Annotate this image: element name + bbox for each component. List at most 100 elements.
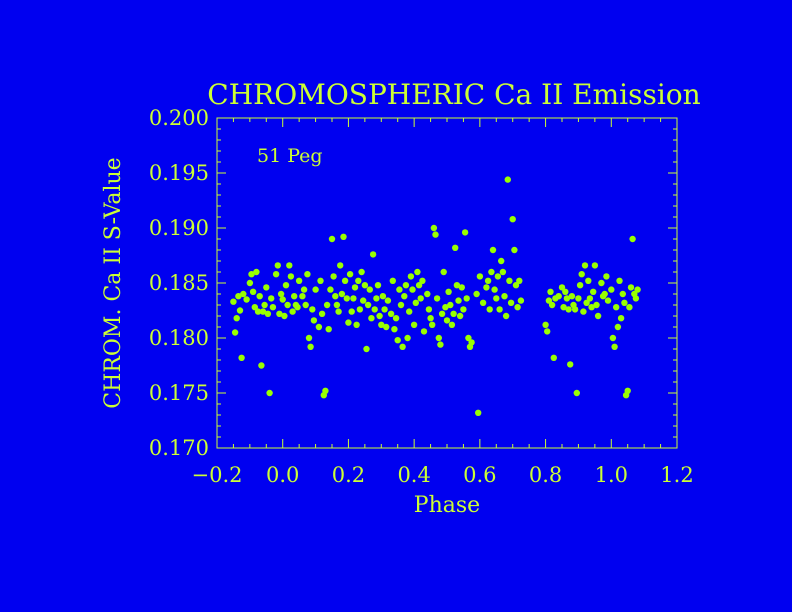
- data-point: [335, 308, 342, 315]
- data-point: [325, 326, 332, 333]
- data-point: [514, 304, 521, 311]
- data-point: [397, 301, 405, 309]
- data-point: [318, 310, 326, 317]
- data-point: [383, 323, 390, 331]
- data-point: [294, 304, 301, 311]
- data-point: [588, 304, 595, 311]
- data-point: [581, 262, 589, 269]
- data-point: [483, 284, 490, 291]
- data-point: [333, 301, 341, 309]
- data-point: [562, 288, 569, 295]
- data-point: [425, 306, 433, 313]
- chart-title: CHROMOSPHERIC Ca II Emission: [207, 78, 700, 111]
- data-point: [424, 290, 431, 298]
- x-axis-label: Phase: [414, 493, 480, 518]
- data-point: [348, 308, 355, 315]
- x-tick-label: 0.0: [266, 463, 299, 487]
- data-point: [420, 328, 428, 335]
- y-tick-label: 0.185: [149, 271, 209, 295]
- data-point: [502, 312, 510, 320]
- data-point: [233, 315, 240, 322]
- x-tick-label: −0.2: [192, 463, 243, 487]
- y-tick-label: 0.195: [149, 161, 209, 185]
- y-tick-label: 0.190: [149, 216, 209, 240]
- data-point: [442, 304, 449, 311]
- data-point: [360, 297, 367, 304]
- data-point: [363, 345, 370, 353]
- data-point: [366, 286, 373, 293]
- data-point: [624, 387, 631, 394]
- data-point: [488, 268, 495, 276]
- data-point: [341, 277, 349, 284]
- data-point: [371, 306, 378, 313]
- data-point: [427, 315, 434, 322]
- data-point: [402, 282, 410, 289]
- data-point: [455, 297, 462, 304]
- data-point: [323, 301, 331, 309]
- data-point: [430, 224, 438, 232]
- data-point: [351, 284, 359, 291]
- data-point: [310, 317, 318, 324]
- data-point: [345, 319, 352, 326]
- data-point: [231, 329, 239, 336]
- data-point: [256, 293, 263, 300]
- data-point: [558, 284, 566, 291]
- data-point: [435, 334, 442, 342]
- data-point: [330, 273, 337, 280]
- x-tick-label: 1.2: [660, 463, 693, 487]
- data-point: [299, 293, 306, 300]
- data-point: [465, 334, 472, 342]
- data-point: [387, 310, 395, 317]
- data-point: [235, 293, 242, 300]
- data-point: [240, 290, 247, 298]
- data-point: [350, 295, 357, 302]
- y-tick-label: 0.200: [149, 106, 209, 130]
- data-point: [547, 288, 554, 295]
- data-point: [608, 286, 615, 293]
- data-point: [614, 323, 622, 331]
- data-point: [230, 298, 237, 305]
- data-point: [613, 304, 620, 311]
- data-point: [443, 317, 451, 324]
- data-point: [517, 297, 525, 304]
- data-point: [305, 334, 313, 342]
- data-point: [516, 277, 523, 284]
- data-point: [452, 244, 459, 251]
- data-point: [433, 295, 441, 302]
- star-annotation: 51 Peg: [257, 145, 323, 167]
- data-point: [475, 409, 482, 416]
- data-point: [340, 233, 347, 240]
- data-point: [507, 299, 515, 306]
- data-point: [486, 306, 493, 313]
- x-tick-label: 0.6: [463, 463, 496, 487]
- data-point: [307, 343, 314, 350]
- data-point: [498, 257, 505, 265]
- data-point: [550, 354, 557, 361]
- data-point: [473, 290, 480, 298]
- data-point: [590, 288, 597, 295]
- data-point: [259, 308, 267, 315]
- x-tick-label: 1.0: [595, 463, 628, 487]
- data-point: [289, 308, 296, 315]
- data-point: [238, 354, 245, 361]
- data-point: [343, 295, 350, 302]
- data-point: [236, 307, 244, 314]
- data-point: [499, 268, 507, 276]
- data-point: [476, 273, 484, 280]
- data-point: [494, 273, 502, 280]
- data-point: [268, 295, 275, 302]
- data-point: [417, 295, 424, 302]
- data-point: [580, 308, 587, 315]
- data-point: [302, 301, 309, 309]
- data-point: [381, 306, 388, 313]
- data-point: [392, 315, 400, 322]
- data-point: [327, 286, 334, 293]
- data-point: [251, 304, 258, 311]
- data-point: [504, 176, 511, 183]
- data-point: [253, 268, 260, 276]
- data-point: [571, 306, 579, 313]
- data-point: [542, 321, 549, 328]
- data-point: [491, 286, 498, 293]
- data-point: [246, 279, 254, 287]
